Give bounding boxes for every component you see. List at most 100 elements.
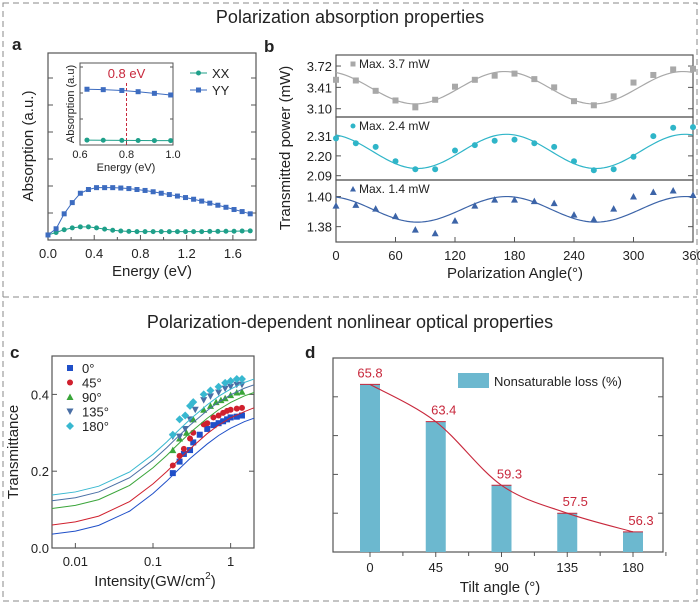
panel-b-point-2 (670, 124, 677, 131)
panel-b-point-1 (571, 98, 577, 105)
inset-x-tick-label: 0.6 (72, 149, 87, 161)
panel-a-point-XX (61, 227, 67, 233)
panel-c-point-1 (176, 452, 183, 459)
panel-d-legend-swatch (458, 373, 489, 388)
panel-b-point-2 (571, 158, 577, 165)
panel-b-y-tick-label: 2.09 (307, 169, 332, 184)
panel-c-point-3 (227, 383, 235, 391)
panel-b-point-1 (650, 71, 657, 78)
inset-x-tick-label: 0.8 (119, 149, 134, 161)
panel-a-legend-marker-YY (196, 87, 201, 93)
inset-series-line-YY (86, 88, 171, 96)
panel-c-point-4 (232, 375, 241, 384)
top-section-title: Polarization absorption properties (216, 7, 484, 27)
panel-b-legend-marker-1 (350, 61, 356, 67)
panel-a-point-XX (191, 229, 197, 235)
panel-a-axes-frame (47, 52, 257, 241)
panel-a-point-XX (102, 226, 108, 232)
panel-a-point-YY (134, 187, 140, 193)
panel-c-point-3 (221, 385, 229, 393)
panel-c-point-1 (227, 406, 234, 413)
panel-a-point-XX (166, 229, 172, 235)
panel-c-point-2 (200, 406, 208, 413)
panel-c-point-4 (237, 375, 246, 384)
inset-point-XX (84, 137, 90, 143)
panel-a-point-XX (94, 225, 100, 231)
panel-a-point-XX (215, 228, 221, 234)
panel-b-point-2 (352, 140, 359, 147)
panel-b-point-2 (412, 166, 419, 173)
panel-b-legend-label-1: Max. 3.7 mW (359, 57, 430, 71)
panel-c-legend-marker-3 (66, 408, 74, 415)
panel-b-y-tick-label: 2.31 (307, 129, 332, 144)
panel-c-point-1 (204, 420, 211, 427)
panel-b-point-2 (333, 135, 339, 142)
panel-c-legend-label-0: 0° (82, 361, 94, 376)
panel-b-point-1 (392, 97, 399, 104)
inset-y-axis-title: Absorption (a.u) (65, 65, 77, 143)
inset-point-YY (151, 90, 157, 96)
panel-c-point-0 (176, 458, 183, 465)
panel-d-x-tick-label: 0 (366, 560, 373, 575)
panel-c-point-0 (187, 447, 194, 454)
panel-a-point-XX (118, 228, 124, 234)
panel-b-x-tick-label: 60 (388, 248, 402, 263)
panel-a-point-XX (158, 229, 164, 235)
panel-a-x-tick-label: 0.4 (85, 246, 103, 261)
panel-a-point-XX (150, 229, 156, 235)
inset-point-YY (100, 87, 106, 93)
panel-b-point-3 (649, 188, 657, 196)
panel-b-point-1 (491, 72, 498, 79)
panel-b-point-3 (550, 199, 558, 207)
panel-a-point-YY (77, 190, 83, 196)
panel-b-point-1 (452, 83, 458, 90)
panel-c-point-1 (210, 414, 217, 421)
panel-a-y-axis-title: Absorption (a.u.) (20, 91, 37, 202)
panel-b-x-tick-label: 300 (623, 248, 645, 263)
panel-b-x-tick-label: 120 (444, 248, 466, 263)
panel-c-legend-label-1: 45° (82, 376, 102, 391)
panel-a-point-YY (223, 204, 229, 210)
panel-a-x-tick-label: 0.8 (131, 246, 149, 261)
panel-c-fit-curve-0 (51, 417, 255, 535)
panel-a-point-XX (110, 227, 116, 233)
panel-c-point-3 (200, 397, 208, 404)
panel-b-y-tick-label: 2.20 (307, 149, 332, 164)
panel-b-point-3 (332, 202, 340, 209)
panel-a-point-YY (183, 195, 189, 201)
panel-b-legend-label-2: Max. 2.4 mW (359, 119, 430, 133)
panel-c-fit-curve-1 (51, 407, 255, 526)
panel-a-point-XX (77, 224, 83, 230)
panel-b-point-1 (412, 104, 419, 111)
panel-b-y-tick-label: 3.41 (307, 80, 332, 95)
panel-d-x-tick-label: 90 (494, 560, 508, 575)
panel-b-point-1 (690, 65, 696, 72)
panel-c-point-2 (182, 429, 190, 436)
panel-b-x-axis-title: Polarization Angle(°) (447, 265, 583, 282)
panel-label-d: d (305, 343, 315, 362)
inset-point-XX (151, 138, 157, 144)
panel-label-b: b (264, 37, 274, 56)
panel-a-point-YY (166, 192, 172, 198)
panel-c-legend-marker-0 (67, 365, 73, 371)
panel-b-point-3 (392, 212, 399, 220)
panel-c-point-2 (169, 446, 177, 454)
panel-a-point-YY (102, 185, 108, 191)
panel-c-point-1 (180, 445, 187, 452)
panel-b-y-axis-title: Transmitted power (mW) (277, 66, 294, 230)
panel-b-point-3 (491, 196, 499, 203)
panel-a-point-YY (69, 200, 75, 206)
inset-point-YY (119, 87, 125, 93)
panel-c-legend-label-2: 90° (82, 390, 102, 405)
panel-a-point-YY (247, 211, 253, 217)
panel-b-point-2 (650, 133, 657, 140)
panel-a-legend-label-YY: YY (212, 83, 230, 98)
panel-b-point-3 (689, 191, 697, 199)
panel-b-point-3 (570, 211, 578, 218)
panel-c-point-2 (238, 388, 246, 395)
panel-a-legend-marker-XX (196, 70, 201, 76)
panel-b-point-3 (411, 226, 419, 233)
panel-b-point-1 (610, 93, 617, 100)
panel-b-point-3 (590, 215, 598, 223)
